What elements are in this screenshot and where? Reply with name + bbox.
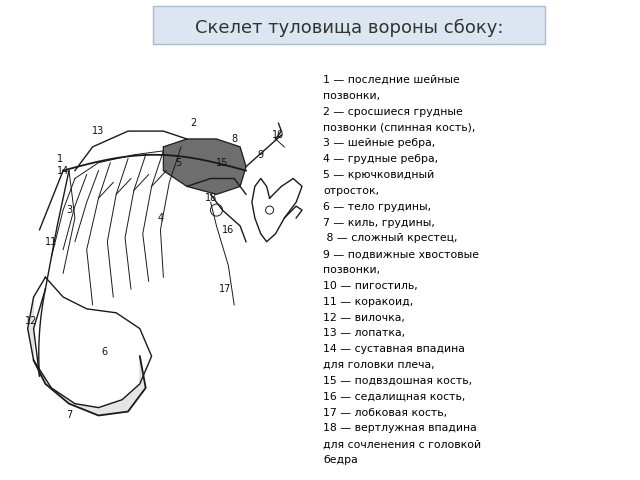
- Text: 12: 12: [24, 316, 37, 326]
- Text: 17: 17: [219, 284, 232, 294]
- Text: 6: 6: [101, 348, 108, 357]
- Text: 13: 13: [92, 126, 104, 136]
- Text: Скелет туловища вороны сбоку:: Скелет туловища вороны сбоку:: [195, 19, 503, 37]
- Text: позвонки,: позвонки,: [323, 265, 380, 275]
- FancyBboxPatch shape: [153, 6, 545, 44]
- Text: 7 — киль, грудины,: 7 — киль, грудины,: [323, 217, 435, 228]
- Text: 10 — пигостиль,: 10 — пигостиль,: [323, 281, 418, 291]
- Text: 3: 3: [66, 205, 72, 215]
- Text: позвонки (спинная кость),: позвонки (спинная кость),: [323, 122, 476, 132]
- Text: 18 — вертлужная впадина: 18 — вертлужная впадина: [323, 423, 477, 433]
- Text: 2 — сросшиеся грудные: 2 — сросшиеся грудные: [323, 107, 463, 117]
- Text: для головки плеча,: для головки плеча,: [323, 360, 435, 370]
- Polygon shape: [163, 139, 246, 194]
- Text: 3 — шейные ребра,: 3 — шейные ребра,: [323, 138, 435, 148]
- Text: 6 — тело грудины,: 6 — тело грудины,: [323, 202, 431, 212]
- Text: отросток,: отросток,: [323, 186, 380, 196]
- Text: 11: 11: [45, 237, 58, 247]
- Text: 16 — седалищная кость,: 16 — седалищная кость,: [323, 392, 465, 402]
- Text: позвонки,: позвонки,: [323, 91, 380, 101]
- Text: 12 — вилочка,: 12 — вилочка,: [323, 312, 405, 323]
- Text: для сочленения с головкой: для сочленения с головкой: [323, 439, 481, 449]
- Text: 13 — лопатка,: 13 — лопатка,: [323, 328, 405, 338]
- Text: 17 — лобковая кость,: 17 — лобковая кость,: [323, 408, 447, 418]
- Text: 2: 2: [190, 118, 196, 128]
- Text: 11 — коракоид,: 11 — коракоид,: [323, 297, 413, 307]
- Text: 10: 10: [273, 130, 285, 140]
- Text: 16: 16: [222, 225, 234, 235]
- Text: 15 — подвздошная кость,: 15 — подвздошная кость,: [323, 376, 472, 386]
- Text: 9 — подвижные хвостовые: 9 — подвижные хвостовые: [323, 249, 479, 259]
- Text: 14: 14: [57, 166, 69, 176]
- Text: 8 — сложный крестец,: 8 — сложный крестец,: [323, 233, 458, 243]
- Text: 5: 5: [175, 158, 181, 168]
- Text: 8: 8: [231, 134, 237, 144]
- Text: 18: 18: [204, 193, 217, 203]
- Text: 4: 4: [157, 213, 163, 223]
- Polygon shape: [28, 297, 146, 416]
- Text: 1 — последние шейные: 1 — последние шейные: [323, 75, 460, 85]
- Text: 14 — суставная впадина: 14 — суставная впадина: [323, 344, 465, 354]
- Text: 1: 1: [57, 154, 63, 164]
- Text: 7: 7: [66, 410, 72, 420]
- Text: 9: 9: [258, 150, 264, 160]
- Text: бедра: бедра: [323, 455, 358, 465]
- Text: 5 — крючковидный: 5 — крючковидный: [323, 170, 435, 180]
- Text: 15: 15: [216, 158, 228, 168]
- Text: 4 — грудные ребра,: 4 — грудные ребра,: [323, 154, 438, 164]
